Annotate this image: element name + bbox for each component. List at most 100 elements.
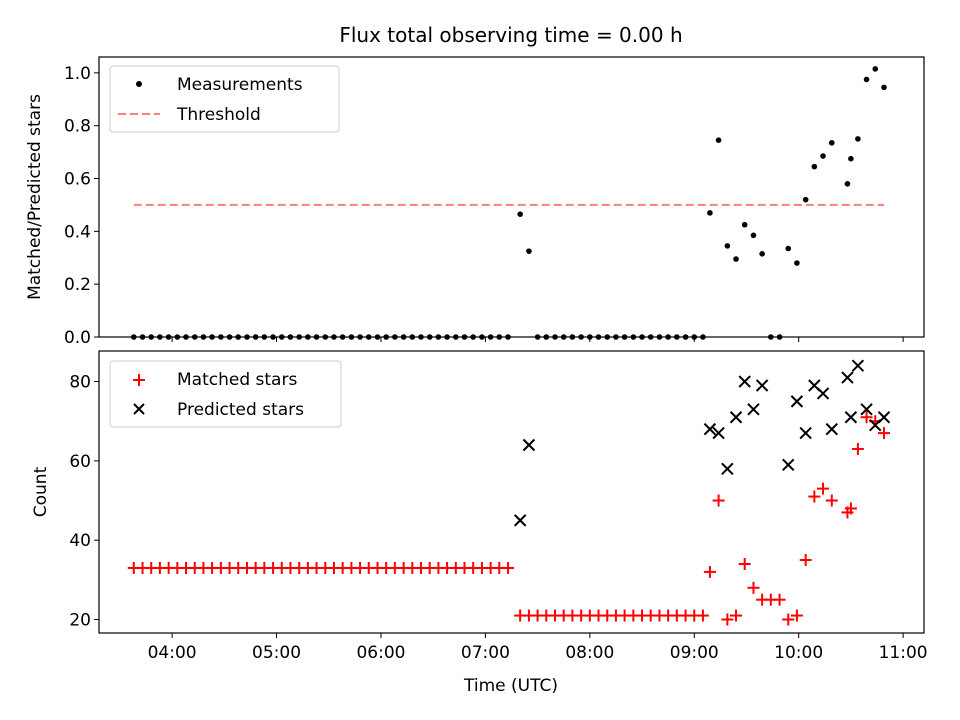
legend-matched-label: Matched stars xyxy=(177,370,297,390)
measurements-point xyxy=(863,76,870,83)
legend-measurements-marker xyxy=(136,81,142,87)
bottom-xtick-label: 10:00 xyxy=(774,643,823,663)
measurements-point xyxy=(750,232,757,239)
legend-threshold-label: Threshold xyxy=(176,105,261,125)
measurements-point xyxy=(526,248,532,254)
predicted-stars-point xyxy=(825,422,838,436)
top-y-ticks: 0.0 0.2 0.4 0.6 0.8 1.0 xyxy=(64,64,99,348)
predicted-stars-point xyxy=(738,375,751,388)
bottom-y-ticks: 20 40 60 80 xyxy=(69,373,99,631)
measurements-point xyxy=(794,260,800,266)
bottom-ytick-label: 20 xyxy=(69,611,91,631)
bottom-xtick-label: 06:00 xyxy=(356,643,405,663)
matched-stars-point xyxy=(851,442,864,455)
matched-stars-point xyxy=(844,502,857,515)
matched-stars-point xyxy=(799,554,812,567)
top-legend-box xyxy=(109,65,340,133)
bottom-xtick-label: 09:00 xyxy=(670,643,719,663)
matched-stars-point xyxy=(502,561,515,574)
x-axis-label: Time (UTC) xyxy=(463,676,558,696)
bottom-plot-area xyxy=(127,359,891,626)
predicted-stars-point xyxy=(816,387,830,400)
matched-stars-point xyxy=(721,613,734,626)
measurements-point xyxy=(724,243,731,249)
matched-stars-point xyxy=(782,613,795,626)
measurements-point xyxy=(811,163,818,170)
measurements-point xyxy=(715,137,722,144)
matched-stars-point xyxy=(773,593,786,606)
top-ytick-label: 0.0 xyxy=(64,328,91,348)
bottom-legend: Matched stars Predicted stars xyxy=(109,360,342,428)
matched-stars-point xyxy=(747,581,760,594)
top-ytick-label: 0.2 xyxy=(64,275,91,295)
legend-measurements-label: Measurements xyxy=(177,75,303,95)
predicted-stars-point xyxy=(877,411,891,424)
predicted-stars-point xyxy=(729,411,743,424)
matched-stars-point xyxy=(703,565,716,578)
measurements-point xyxy=(828,140,835,146)
bottom-panel: 20 40 60 80 04:00 05:00 06:00 07:00 08:00 09:00 1… xyxy=(31,350,928,696)
predicted-stars-point xyxy=(747,403,760,416)
predicted-stars-point xyxy=(851,359,865,372)
chart-title: Flux total observing time = 0.00 h xyxy=(339,23,682,47)
bottom-xtick-label: 08:00 xyxy=(565,643,614,663)
predicted-stars-point xyxy=(844,411,858,424)
bottom-y-axis-label: Count xyxy=(31,466,51,517)
predicted-stars-point xyxy=(712,426,725,440)
legend-matched-marker xyxy=(133,374,145,386)
matched-stars-point xyxy=(817,482,830,495)
legend-predicted-label: Predicted stars xyxy=(177,400,304,420)
bottom-x-ticks: 04:00 05:00 06:00 07:00 08:00 09:00 10:00 11:00 xyxy=(148,633,928,663)
top-ytick-label: 0.6 xyxy=(64,170,91,190)
measurements-point xyxy=(820,153,826,159)
predicted-stars-point xyxy=(799,426,812,440)
predicted-stars-point xyxy=(703,422,717,436)
measurements-point xyxy=(855,136,861,142)
measurements-point xyxy=(848,155,854,162)
matched-stars-point xyxy=(825,494,838,507)
measurements-point xyxy=(517,211,523,217)
predicted-stars-point xyxy=(755,379,769,392)
bottom-axes-frame xyxy=(98,350,925,634)
bottom-ytick-label: 80 xyxy=(69,373,91,393)
bottom-xtick-label: 11:00 xyxy=(879,643,928,663)
measurements-point xyxy=(759,250,765,257)
predicted-stars-point xyxy=(790,395,804,408)
predicted-stars-point xyxy=(513,514,527,527)
matched-stars-point xyxy=(738,557,751,570)
matched-stars-point xyxy=(808,490,821,503)
top-plot-area xyxy=(130,66,887,340)
measurements-point xyxy=(733,256,739,262)
bottom-ytick-label: 40 xyxy=(69,531,91,551)
bottom-xtick-label: 04:00 xyxy=(148,643,197,663)
predicted-stars-point xyxy=(721,462,734,476)
matched-stars-point xyxy=(712,494,725,507)
legend-predicted-marker xyxy=(133,403,145,415)
bottom-xtick-label: 05:00 xyxy=(252,643,301,663)
measurements-point xyxy=(844,180,851,187)
top-ytick-label: 0.8 xyxy=(64,117,91,137)
matched-stars-point xyxy=(860,411,873,424)
measurements-point xyxy=(707,210,713,216)
top-legend: Measurements Threshold xyxy=(109,65,340,133)
matched-stars-point xyxy=(878,427,891,440)
matched-stars-point xyxy=(730,609,743,622)
top-ytick-label: 1.0 xyxy=(64,64,91,84)
predicted-stars-point xyxy=(782,458,795,472)
matched-stars-point xyxy=(696,609,709,622)
measurements-point xyxy=(785,245,792,252)
top-panel: 0.0 0.2 0.4 0.6 0.8 1.0 Matched/Predicted sta… xyxy=(25,56,925,348)
top-x-ticks xyxy=(171,337,904,342)
predicted-stars-point xyxy=(841,371,854,384)
measurements-point xyxy=(881,84,887,91)
matched-stars-point xyxy=(790,609,803,622)
measurements-point xyxy=(741,221,748,228)
top-ytick-label: 0.4 xyxy=(64,222,91,242)
bottom-ytick-label: 60 xyxy=(69,452,91,472)
bottom-xtick-label: 07:00 xyxy=(461,643,510,663)
predicted-stars-point xyxy=(522,438,536,452)
measurements-point xyxy=(872,66,879,72)
top-axes-frame xyxy=(98,56,925,338)
measurements-point xyxy=(802,196,809,203)
